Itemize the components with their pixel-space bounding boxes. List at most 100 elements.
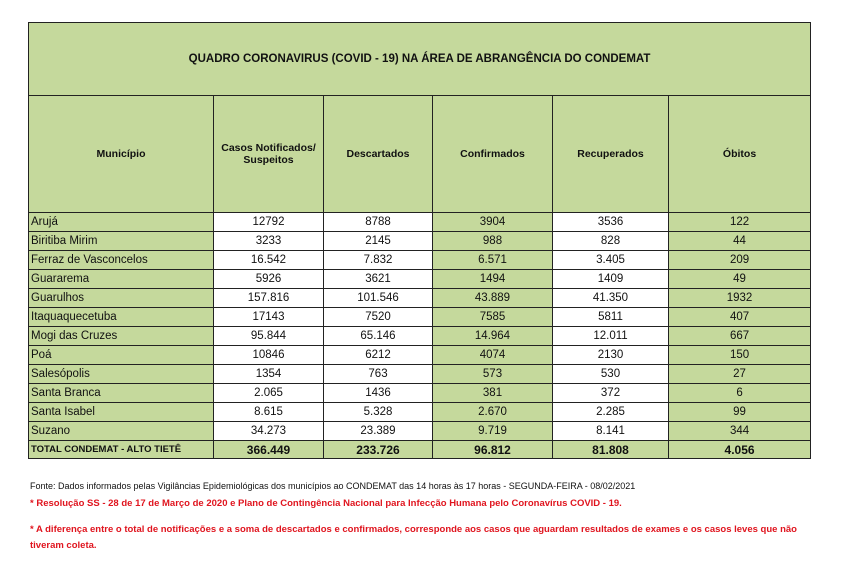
cell-municipio: Salesópolis	[28, 364, 214, 384]
cell-obitos: 122	[667, 212, 812, 232]
cell-casos: 34.273	[213, 421, 324, 441]
table-row: Biritiba Mirim 3233 2145 988 828 44	[28, 231, 812, 251]
total-casos: 366.449	[213, 440, 324, 459]
cell-obitos: 344	[667, 421, 812, 441]
cell-casos: 157.816	[213, 288, 324, 308]
table-row: Santa Branca 2.065 1436 381 372 6	[28, 383, 812, 403]
cell-confirmados: 2.670	[432, 402, 553, 422]
cell-descartados: 1436	[323, 383, 433, 403]
cell-confirmados: 988	[432, 231, 553, 251]
total-recuperados: 81.808	[552, 440, 669, 459]
cell-descartados: 3621	[323, 269, 433, 289]
table-row: Guararema 5926 3621 1494 1409 49	[28, 269, 812, 289]
cell-municipio: Arujá	[28, 212, 214, 232]
cell-obitos: 667	[667, 326, 812, 346]
cell-obitos: 49	[667, 269, 812, 289]
cell-confirmados: 43.889	[432, 288, 553, 308]
cell-recuperados: 3536	[552, 212, 669, 232]
cell-obitos: 407	[667, 307, 812, 327]
table-title: QUADRO CORONAVIRUS (COVID - 19) NA ÁREA …	[27, 22, 812, 96]
cell-confirmados: 9.719	[432, 421, 553, 441]
covid-table: QUADRO CORONAVIRUS (COVID - 19) NA ÁREA …	[27, 22, 812, 459]
cell-descartados: 2145	[323, 231, 433, 251]
cell-recuperados: 2.285	[552, 402, 669, 422]
table-row: Arujá 12792 8788 3904 3536 122	[28, 212, 812, 232]
table-row: Poá 10846 6212 4074 2130 150	[28, 345, 812, 365]
cell-confirmados: 3904	[432, 212, 553, 232]
total-obitos: 4.056	[667, 440, 812, 459]
col-header-casos: Casos Notificados/ Suspeitos	[213, 95, 324, 213]
difference-note: * A diferença entre o total de notificaç…	[30, 524, 797, 551]
cell-descartados: 6212	[323, 345, 433, 365]
cell-obitos: 150	[667, 345, 812, 365]
table-row: Itaquaquecetuba 17143 7520 7585 5811 407	[28, 307, 812, 327]
cell-obitos: 44	[667, 231, 812, 251]
cell-obitos: 1932	[667, 288, 812, 308]
cell-municipio: Guararema	[28, 269, 214, 289]
cell-recuperados: 1409	[552, 269, 669, 289]
cell-casos: 95.844	[213, 326, 324, 346]
cell-confirmados: 6.571	[432, 250, 553, 270]
cell-confirmados: 381	[432, 383, 553, 403]
cell-casos: 10846	[213, 345, 324, 365]
cell-casos: 2.065	[213, 383, 324, 403]
cell-municipio: Mogi das Cruzes	[28, 326, 214, 346]
cell-casos: 8.615	[213, 402, 324, 422]
cell-casos: 5926	[213, 269, 324, 289]
cell-municipio: Biritiba Mirim	[28, 231, 214, 251]
cell-recuperados: 41.350	[552, 288, 669, 308]
cell-recuperados: 3.405	[552, 250, 669, 270]
cell-descartados: 7.832	[323, 250, 433, 270]
col-header-confirmados: Confirmados	[432, 95, 553, 213]
cell-confirmados: 4074	[432, 345, 553, 365]
cell-obitos: 6	[667, 383, 812, 403]
resolution-note: * Resolução SS - 28 de 17 de Março de 20…	[30, 498, 622, 509]
cell-descartados: 101.546	[323, 288, 433, 308]
cell-casos: 3233	[213, 231, 324, 251]
cell-municipio: Santa Branca	[28, 383, 214, 403]
table-row: Salesópolis 1354 763 573 530 27	[28, 364, 812, 384]
total-row: TOTAL CONDEMAT - ALTO TIETÊ 366.449 233.…	[28, 440, 812, 459]
title-row: QUADRO CORONAVIRUS (COVID - 19) NA ÁREA …	[27, 22, 812, 96]
cell-recuperados: 372	[552, 383, 669, 403]
cell-descartados: 23.389	[323, 421, 433, 441]
cell-obitos: 99	[667, 402, 812, 422]
cell-recuperados: 12.011	[552, 326, 669, 346]
col-header-recuperados: Recuperados	[552, 95, 669, 213]
cell-confirmados: 7585	[432, 307, 553, 327]
header-row: Município Casos Notificados/ Suspeitos D…	[28, 95, 812, 213]
cell-obitos: 27	[667, 364, 812, 384]
cell-municipio: Santa Isabel	[28, 402, 214, 422]
table-row: Guarulhos 157.816 101.546 43.889 41.350 1932	[28, 288, 812, 308]
col-header-obitos: Óbitos	[667, 95, 812, 213]
cell-casos: 1354	[213, 364, 324, 384]
cell-casos: 16.542	[213, 250, 324, 270]
cell-recuperados: 8.141	[552, 421, 669, 441]
total-descartados: 233.726	[323, 440, 433, 459]
total-label: TOTAL CONDEMAT - ALTO TIETÊ	[28, 440, 214, 459]
cell-municipio: Itaquaquecetuba	[28, 307, 214, 327]
col-header-descartados: Descartados	[323, 95, 433, 213]
cell-recuperados: 828	[552, 231, 669, 251]
cell-descartados: 65.146	[323, 326, 433, 346]
cell-descartados: 7520	[323, 307, 433, 327]
cell-confirmados: 1494	[432, 269, 553, 289]
table-row: Suzano 34.273 23.389 9.719 8.141 344	[28, 421, 812, 441]
cell-casos: 12792	[213, 212, 324, 232]
total-confirmados: 96.812	[432, 440, 553, 459]
cell-recuperados: 5811	[552, 307, 669, 327]
cell-obitos: 209	[667, 250, 812, 270]
cell-recuperados: 2130	[552, 345, 669, 365]
cell-municipio: Poá	[28, 345, 214, 365]
cell-descartados: 8788	[323, 212, 433, 232]
cell-municipio: Ferraz de Vasconcelos	[28, 250, 214, 270]
cell-recuperados: 530	[552, 364, 669, 384]
cell-descartados: 5.328	[323, 402, 433, 422]
table-row: Santa Isabel 8.615 5.328 2.670 2.285 99	[28, 402, 812, 422]
cell-casos: 17143	[213, 307, 324, 327]
cell-municipio: Guarulhos	[28, 288, 214, 308]
cell-confirmados: 14.964	[432, 326, 553, 346]
table-row: Mogi das Cruzes 95.844 65.146 14.964 12.011 6…	[28, 326, 812, 346]
source-note: Fonte: Dados informados pelas Vigilância…	[30, 481, 636, 491]
cell-municipio: Suzano	[28, 421, 214, 441]
